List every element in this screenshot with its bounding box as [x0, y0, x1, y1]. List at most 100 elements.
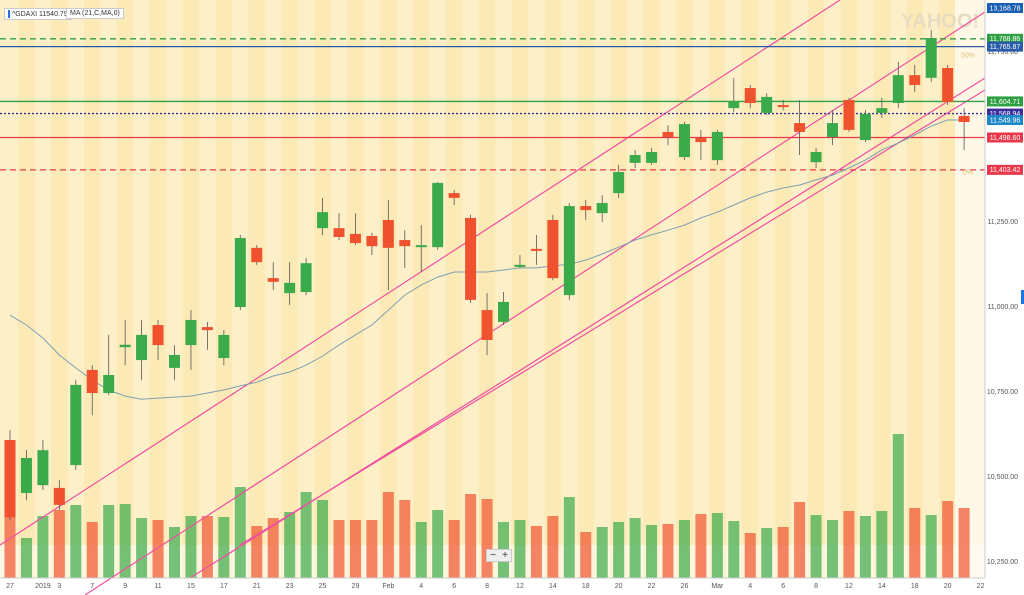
volume-bar — [695, 514, 707, 578]
x-tick-label: 4 — [419, 583, 423, 590]
volume-bar — [218, 517, 230, 578]
candle-body — [728, 100, 740, 109]
legend-ma: MA (21,C,MA,0) — [66, 8, 124, 19]
level-label: 11,403.42 — [990, 167, 1021, 174]
x-tick-label: 12 — [845, 583, 853, 590]
candle-body — [876, 108, 888, 113]
day-stripe — [742, 0, 759, 578]
volume-bar — [86, 522, 98, 578]
x-tick-label: 29 — [352, 583, 360, 590]
volume-bar — [794, 502, 806, 578]
volume-bar — [448, 520, 460, 578]
volume-bar — [580, 532, 592, 578]
candle-body — [563, 206, 575, 296]
volume-bar — [942, 501, 954, 578]
candle-body — [711, 131, 723, 161]
x-tick-label: 21 — [253, 583, 261, 590]
candle-body — [37, 450, 49, 486]
y-tick-label: 10,750.00 — [987, 389, 1018, 396]
volume-bar — [201, 516, 213, 578]
x-tick-label: 18 — [582, 583, 590, 590]
volume-bar — [761, 528, 773, 578]
watermark: YAHOO! — [901, 10, 979, 32]
x-tick-label: 9 — [123, 583, 127, 590]
volume-bar — [382, 492, 394, 578]
zoom-in[interactable]: + — [502, 550, 508, 561]
x-tick-label: 6 — [781, 583, 785, 590]
volume-bar — [810, 515, 822, 578]
volume-bar — [481, 499, 493, 578]
candle-body — [613, 172, 625, 194]
candle-body — [349, 233, 361, 244]
candle-body — [234, 238, 246, 308]
zoom-out[interactable]: − — [490, 550, 496, 561]
candle-body — [201, 327, 213, 331]
volume-bar — [514, 520, 526, 578]
volume-bar — [530, 526, 542, 578]
day-stripe — [906, 0, 923, 578]
volume-bar — [629, 518, 641, 578]
volume-bar — [892, 434, 904, 578]
trendline — [239, 89, 986, 546]
day-stripe — [84, 0, 101, 578]
candle-body — [909, 75, 921, 85]
candle-body — [382, 219, 394, 248]
volume-bar — [547, 516, 559, 578]
candle-body — [678, 124, 690, 158]
axis-background — [985, 0, 1024, 595]
trendline — [0, 0, 841, 546]
volume-bar — [317, 500, 329, 578]
volume-bar — [827, 520, 838, 578]
volume-bar — [662, 524, 674, 578]
day-stripe — [840, 0, 858, 578]
volume-bar — [349, 520, 361, 578]
candle-body — [152, 325, 164, 346]
candle-body — [169, 354, 180, 368]
x-tick-label: 26 — [681, 583, 689, 590]
candle-body — [942, 68, 954, 102]
volume-bar — [876, 511, 888, 578]
candle-body — [695, 138, 707, 143]
day-stripe — [18, 0, 35, 578]
day-stripe — [577, 0, 594, 578]
axis-top-box — [987, 3, 1023, 13]
volume-bar — [432, 510, 444, 578]
volume-bar — [563, 497, 575, 578]
x-tick-label: 11 — [154, 583, 161, 590]
candle-body — [925, 38, 937, 78]
x-tick-label: 14 — [549, 583, 557, 590]
level-label: 11,498.60 — [990, 135, 1021, 142]
candle-body — [333, 228, 345, 237]
x-tick-label: 23 — [286, 583, 294, 590]
level-label-box — [987, 33, 1023, 44]
day-stripe — [544, 0, 562, 578]
level-label: 11,765.87 — [990, 44, 1021, 51]
legend-ticker-text: ^GDAXI 11540.79 — [12, 10, 68, 18]
volume-bar — [399, 500, 411, 578]
volume-bar — [646, 525, 658, 578]
y-tick-label: 11,750.00 — [987, 49, 1018, 56]
scroll-handle[interactable] — [1021, 290, 1024, 304]
axis-top-label: 13,168.78 — [989, 5, 1020, 12]
day-stripe — [51, 0, 68, 578]
x-tick-label: 18 — [911, 583, 919, 590]
volume-bar — [267, 518, 279, 578]
candle-body — [399, 240, 411, 247]
future-area — [955, 0, 985, 578]
day-stripe — [873, 0, 891, 578]
candle-body — [843, 99, 855, 130]
volume-bar — [728, 521, 740, 578]
candle-body — [481, 310, 493, 340]
level-label-box — [987, 132, 1023, 143]
x-tick-label: Mar — [711, 583, 724, 590]
volume-bar — [925, 515, 937, 578]
candle-body — [251, 247, 263, 263]
candle-body — [794, 123, 806, 132]
day-stripe — [347, 0, 364, 578]
volume-bar — [678, 520, 690, 578]
x-tick-label: 20 — [944, 583, 952, 590]
volume-bar — [119, 504, 131, 578]
candle-body — [530, 248, 542, 251]
volume-bar — [300, 492, 312, 578]
volume-bar — [744, 533, 756, 578]
